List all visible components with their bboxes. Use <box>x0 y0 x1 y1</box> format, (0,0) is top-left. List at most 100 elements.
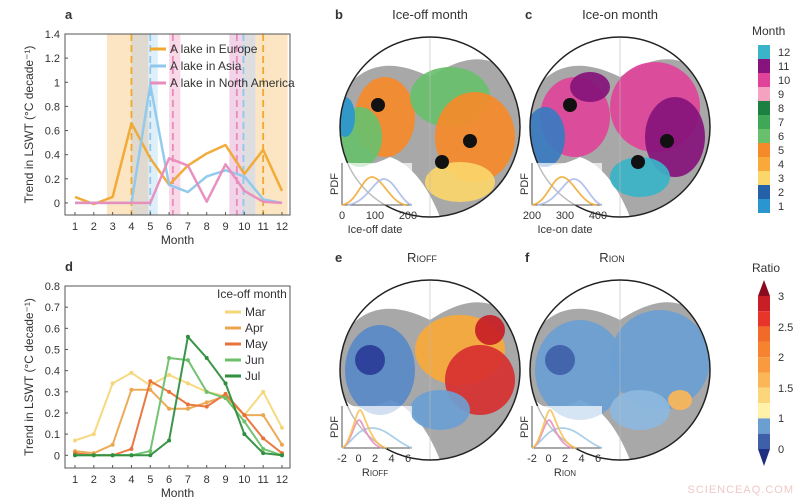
lake-location-marker <box>660 134 674 148</box>
map-panel-b: b Ice-off month PDF 0 100 200 Ice-off date <box>329 7 521 236</box>
y-tick-label: 0.8 <box>45 101 60 113</box>
data-point <box>129 446 134 451</box>
data-point <box>110 453 115 458</box>
colorbar-swatch <box>758 115 770 129</box>
series-line-apr <box>74 388 283 455</box>
x-tick-label: 9 <box>222 474 228 486</box>
colorbar-label: 2 <box>778 352 784 364</box>
panel-letter: b <box>335 7 343 22</box>
colorbar-swatch <box>758 326 770 342</box>
data-point <box>280 453 284 458</box>
x-tick-label: 2 <box>91 474 97 486</box>
watermark: SCIENCEAQ.COM <box>687 484 794 496</box>
pdf-tick-label: 6 <box>595 453 601 465</box>
y-tick-label: 0.4 <box>45 150 60 162</box>
data-point <box>129 370 134 375</box>
data-point <box>223 396 228 401</box>
legend-label: A lake in North America <box>170 76 295 90</box>
land-color-region <box>425 162 495 202</box>
pdf-tick-label: 100 <box>366 210 384 222</box>
colorbar-label: 12 <box>778 47 790 59</box>
land-color-region <box>340 97 355 137</box>
lake-location-marker <box>463 134 477 148</box>
map-panel-c: c Ice-on month PDF 200 300 400 Ice-on date <box>519 7 711 236</box>
colorbar-swatch <box>758 73 770 87</box>
colorbar-label: 3 <box>778 173 784 185</box>
x-tick-label: 5 <box>147 474 153 486</box>
data-point <box>129 453 134 458</box>
x-tick-label: 4 <box>128 221 134 233</box>
legend-item: A lake in Europe <box>150 42 258 56</box>
y-tick-label: 0.4 <box>45 366 60 378</box>
series-line-a-lake-in-europe <box>74 122 284 206</box>
data-point <box>167 406 172 411</box>
colorbar-title: Ratio <box>752 261 780 275</box>
colorbar-swatch <box>758 296 770 312</box>
map-boundary <box>339 279 521 461</box>
data-point <box>148 449 153 454</box>
land-color-region <box>545 345 575 375</box>
legend-label: Jul <box>245 369 260 383</box>
pdf-x-label: Ice-off date <box>348 224 403 236</box>
pdf-tick-label: -2 <box>337 453 347 465</box>
y-tick-label: 0.2 <box>45 174 60 186</box>
data-point <box>167 372 172 377</box>
pdf-tick-label: 0 <box>339 210 345 222</box>
x-tick-label: 4 <box>128 474 134 486</box>
plot-frame <box>64 33 291 216</box>
data-point <box>167 438 172 443</box>
colorbar-swatch <box>758 357 770 373</box>
colorbar-label: 1.5 <box>778 383 793 395</box>
pdf-curve <box>531 427 603 449</box>
chart-panel-d: 00.10.20.30.40.50.60.70.81 2 3 4 5 6 7 8 9 10 11 12… <box>22 281 291 500</box>
legend-label: May <box>245 337 268 351</box>
shaded-range <box>106 34 132 215</box>
chart-panel-a: 00.20.40.60.811.21.41 2 3 4 5 6 7 8 9 10 11 12Month… <box>22 29 295 247</box>
pdf-curve <box>341 427 413 449</box>
data-point <box>167 355 172 360</box>
panel-title: Ice-off month <box>392 7 468 22</box>
data-point <box>110 442 115 447</box>
legend-item: A lake in Asia <box>150 59 242 73</box>
land-color-region <box>610 157 670 197</box>
x-tick-label: 7 <box>185 474 191 486</box>
data-point <box>167 389 172 394</box>
panel-letter: f <box>525 250 530 265</box>
series-line-mar <box>74 371 283 442</box>
legend-label: A lake in Europe <box>170 42 258 56</box>
y-tick-label: 0.1 <box>45 429 60 441</box>
data-point <box>280 442 284 447</box>
data-point <box>73 453 77 458</box>
panel-title: RION <box>599 250 624 265</box>
pdf-tick-label: 4 <box>578 453 584 465</box>
legend-item: Jun <box>225 353 264 367</box>
legend-item: Mar <box>225 305 266 319</box>
legend-label: Mar <box>245 305 266 319</box>
data-point <box>185 402 190 407</box>
data-point <box>204 355 209 360</box>
panel-title-subscript: ION <box>609 254 625 264</box>
data-point <box>185 406 190 411</box>
pdf-tick-label: 200 <box>399 210 417 222</box>
pdf-x-label: Ice-on date <box>537 224 592 236</box>
colorbar-label: 5 <box>778 145 784 157</box>
lake-location-marker <box>435 155 449 169</box>
colorbar-swatch <box>758 157 770 171</box>
pdf-tick-label: 4 <box>388 453 394 465</box>
x-tick-label: 7 <box>185 221 191 233</box>
shaded-range <box>169 34 181 215</box>
legend-item: Apr <box>225 321 264 335</box>
pdf-x-label-subscript: ION <box>562 469 576 478</box>
y-tick-label: 0 <box>54 450 60 462</box>
land-color-region <box>530 107 565 167</box>
colorbar-swatch <box>758 143 770 157</box>
data-point <box>110 381 115 386</box>
colorbar-label: 10 <box>778 75 790 87</box>
land-color-region <box>410 390 470 430</box>
colorbar-swatch <box>758 433 770 449</box>
pdf-axis-label: PDF <box>329 173 341 195</box>
colorbar-label: 7 <box>778 117 784 129</box>
data-point <box>91 432 96 437</box>
colorbar-arrow-top <box>758 280 770 296</box>
